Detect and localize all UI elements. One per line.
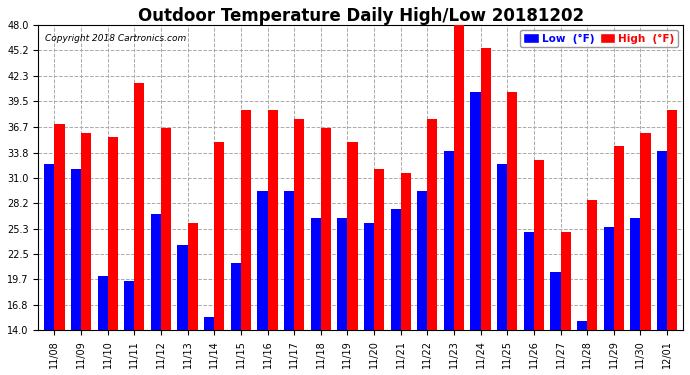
Bar	[188, 223, 198, 330]
Bar	[444, 151, 454, 330]
Bar	[337, 218, 348, 330]
Bar	[374, 169, 384, 330]
Bar	[161, 128, 171, 330]
Bar	[401, 173, 411, 330]
Bar	[97, 276, 108, 330]
Bar	[587, 200, 598, 330]
Title: Outdoor Temperature Daily High/Low 20181202: Outdoor Temperature Daily High/Low 20181…	[138, 7, 584, 25]
Bar	[614, 146, 624, 330]
Bar	[427, 119, 437, 330]
Bar	[55, 124, 65, 330]
Bar	[151, 214, 161, 330]
Bar	[124, 281, 135, 330]
Bar	[507, 93, 518, 330]
Bar	[364, 223, 374, 330]
Bar	[481, 48, 491, 330]
Bar	[44, 164, 55, 330]
Bar	[241, 110, 251, 330]
Bar	[284, 191, 294, 330]
Bar	[108, 137, 118, 330]
Bar	[177, 245, 188, 330]
Bar	[560, 232, 571, 330]
Bar	[294, 119, 304, 330]
Legend: Low  (°F), High  (°F): Low (°F), High (°F)	[520, 30, 678, 47]
Bar	[348, 142, 357, 330]
Bar	[667, 110, 677, 330]
Bar	[257, 191, 268, 330]
Bar	[230, 263, 241, 330]
Bar	[524, 232, 534, 330]
Bar	[471, 93, 481, 330]
Bar	[214, 142, 224, 330]
Bar	[268, 110, 277, 330]
Bar	[391, 209, 401, 330]
Text: Copyright 2018 Cartronics.com: Copyright 2018 Cartronics.com	[45, 34, 186, 43]
Bar	[135, 84, 144, 330]
Bar	[204, 317, 214, 330]
Bar	[81, 133, 91, 330]
Bar	[630, 218, 640, 330]
Bar	[551, 272, 560, 330]
Bar	[604, 227, 614, 330]
Bar	[497, 164, 507, 330]
Bar	[640, 133, 651, 330]
Bar	[657, 151, 667, 330]
Bar	[417, 191, 427, 330]
Bar	[454, 25, 464, 330]
Bar	[577, 321, 587, 330]
Bar	[321, 128, 331, 330]
Bar	[310, 218, 321, 330]
Bar	[534, 160, 544, 330]
Bar	[71, 169, 81, 330]
